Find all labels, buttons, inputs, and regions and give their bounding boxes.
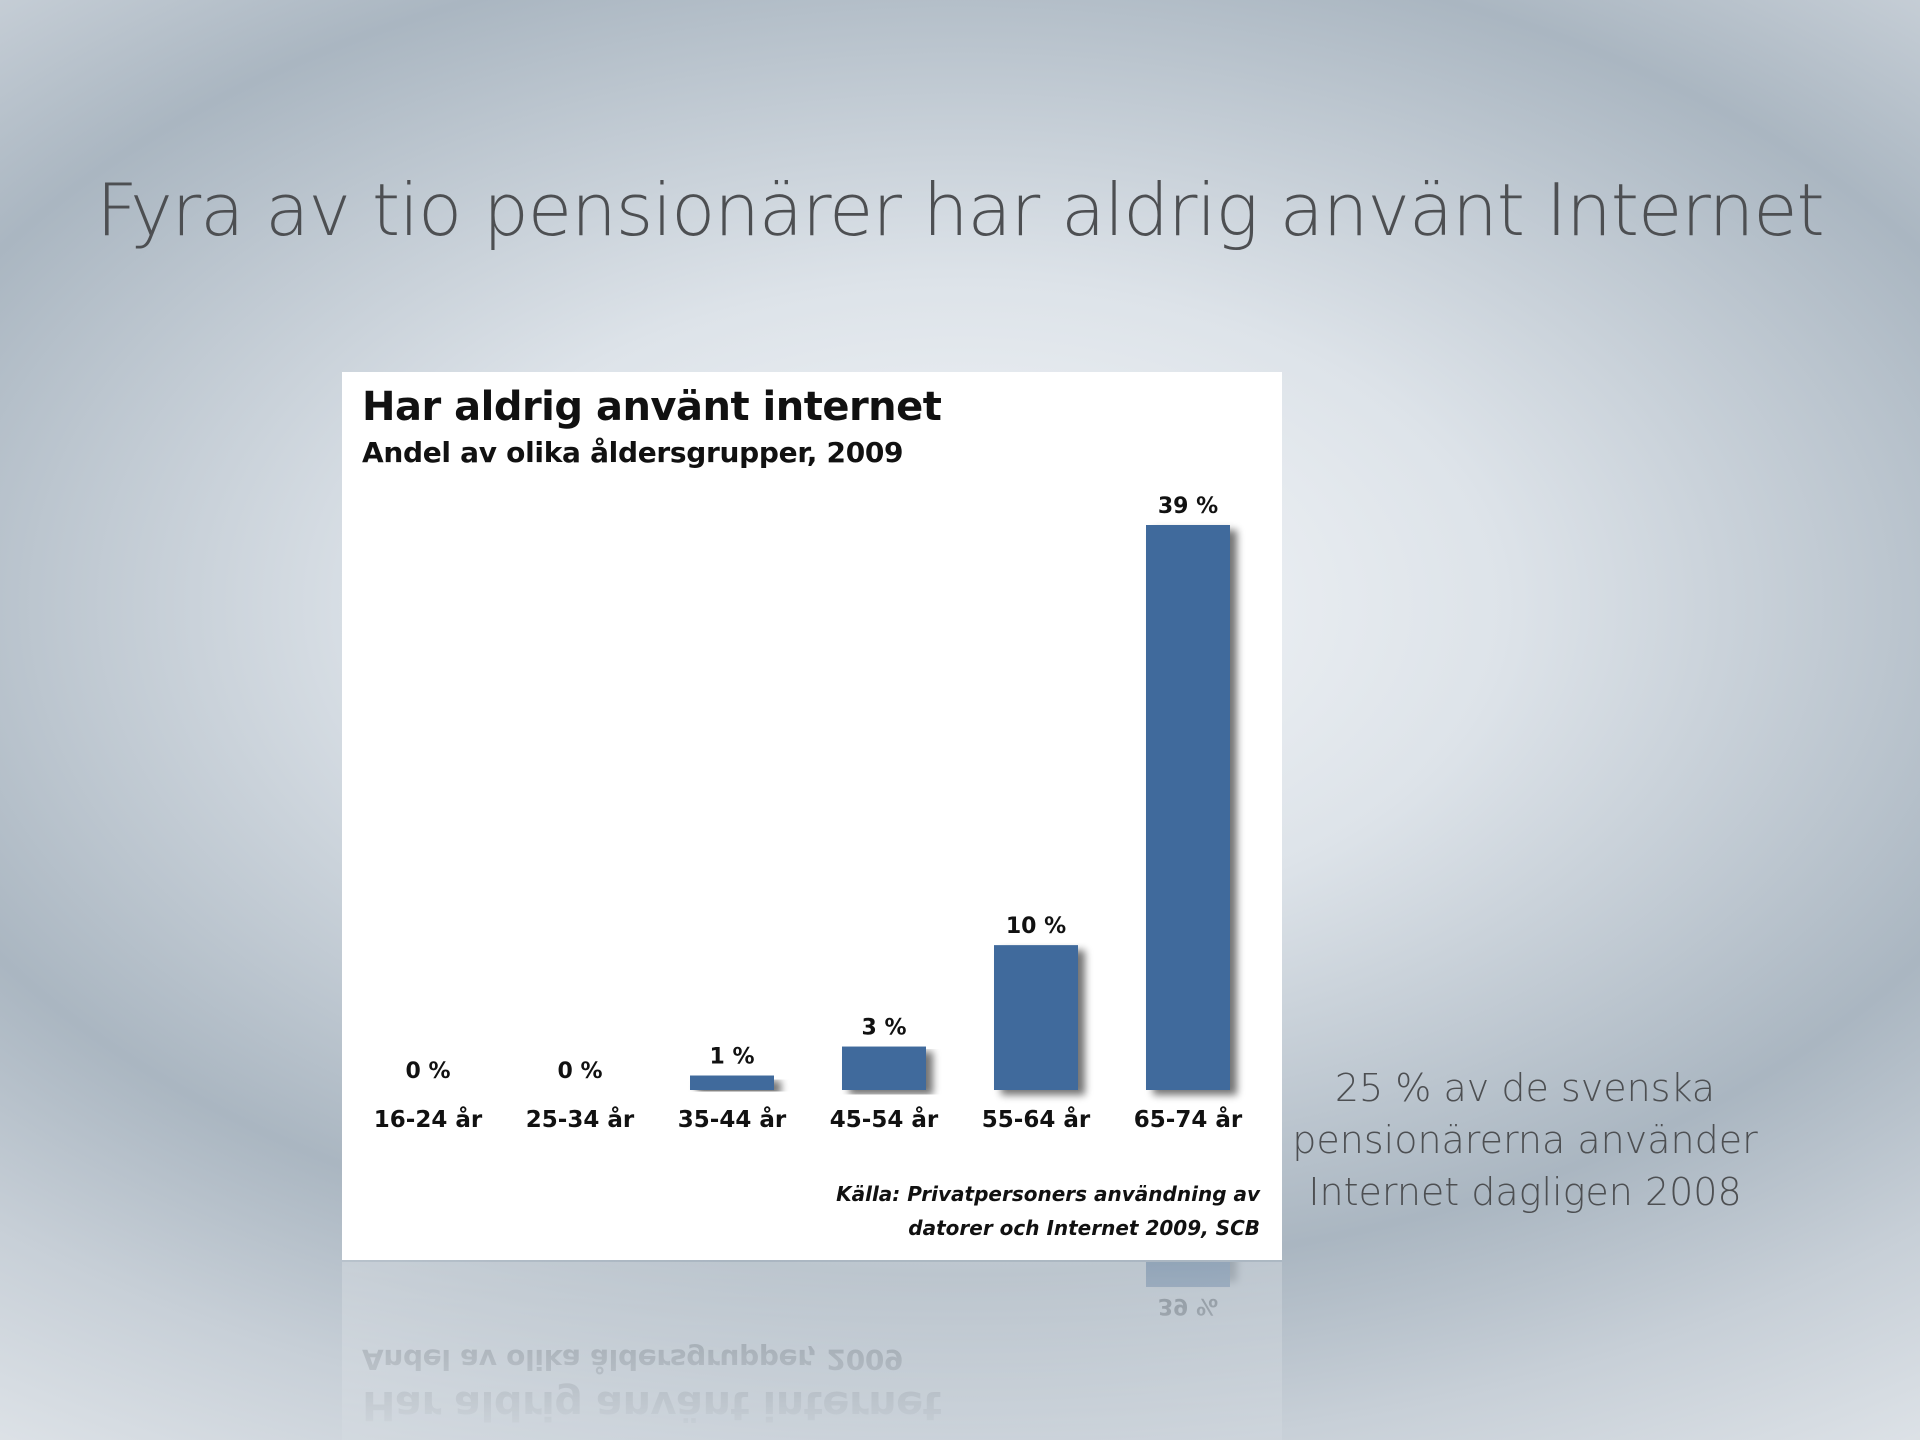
side-note-line: pensionärerna använder [1292, 1118, 1758, 1162]
chart-source-line: datorer och Internet 2009, SCB [908, 1216, 1260, 1240]
category-label: 65-74 år [1134, 1106, 1243, 1133]
chart-reflection-mirror: Har aldrig använt internet Andel av olik… [342, 1262, 1282, 1440]
category-label: 45-54 år [830, 1106, 939, 1133]
bar-value-label: 10 % [1006, 914, 1066, 939]
bar-value-label: 0 % [557, 1059, 602, 1084]
bar-value-label: 39 % [1158, 494, 1218, 519]
chart-subtitle: Andel av olika åldersgrupper, 2009 [362, 1343, 904, 1376]
chart-title: Har aldrig använt internet [362, 384, 942, 430]
category-label: 55-64 år [982, 1106, 1091, 1133]
chart-reflection: Har aldrig använt internet Andel av olik… [342, 1262, 1282, 1440]
category-label: 35-44 år [678, 1106, 787, 1133]
bar-55-64-år [994, 945, 1078, 1090]
bar-chart: 0 % 16-24 år 0 % 25-34 år 1 % 35-44 år 3 % 45-5… [374, 494, 1243, 1133]
bar-value-label: 39 % [1158, 1293, 1218, 1318]
bar-value-label: 0 % [405, 1059, 450, 1084]
side-note-line: Internet dagligen 2008 [1308, 1170, 1742, 1214]
category-label: 25-34 år [526, 1106, 635, 1133]
chart-source: Källa: Privatpersoners användning av dat… [836, 1177, 1260, 1245]
bar-chart: 0 %16-24 år0 %25-34 år1 %35-44 år3 %45-5… [1146, 1262, 1230, 1318]
slide-title: Fyra av tio pensionärer har aldrig använ… [96, 168, 1824, 252]
bars-layer: 0 % 16-24 år 0 % 25-34 år 1 % 35-44 år 3 % 45-5… [374, 494, 1243, 1133]
chart-reflection-copy: Har aldrig använt internet Andel av olik… [342, 1262, 1282, 1440]
side-note: 25 % av de svenska pensionärerna använde… [1290, 1062, 1760, 1218]
bars-layer: 0 %16-24 år0 %25-34 år1 %35-44 år3 %45-5… [1146, 1262, 1230, 1318]
chart-subtitle: Andel av olika åldersgrupper, 2009 [362, 436, 904, 469]
bar-value-label: 1 % [709, 1045, 754, 1070]
chart-card: Har aldrig använt internet Andel av olik… [342, 372, 1282, 1260]
bar-45-54-år [842, 1046, 926, 1090]
bar-65-74-år [1146, 1262, 1230, 1287]
chart-title: Har aldrig använt internet [362, 1382, 942, 1428]
category-label: 16-24 år [374, 1106, 483, 1133]
bar-value-label: 3 % [861, 1016, 906, 1041]
side-note-line: 25 % av de svenska [1334, 1066, 1716, 1110]
chart-source-line: Källa: Privatpersoners användning av [836, 1182, 1260, 1206]
bar-35-44-år [690, 1075, 774, 1090]
bar-65-74-år [1146, 525, 1230, 1090]
